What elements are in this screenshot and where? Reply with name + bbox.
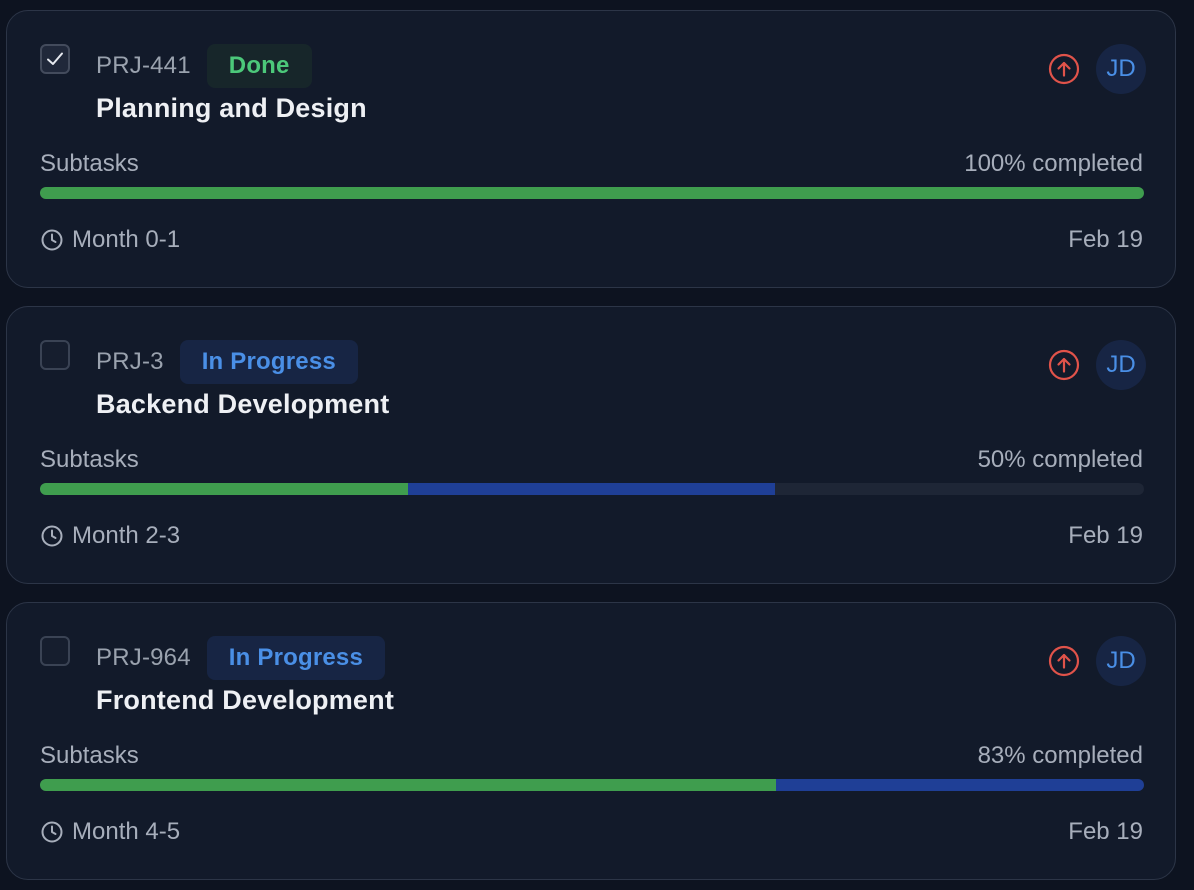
arrow-up-circle-icon[interactable] bbox=[1047, 644, 1081, 678]
progress-in-progress-segment bbox=[407, 483, 776, 495]
task-date: Feb 19 bbox=[1068, 522, 1143, 549]
task-card[interactable]: PRJ-964 In Progress Frontend Development… bbox=[6, 602, 1176, 880]
subtasks-label: Subtasks bbox=[40, 742, 139, 769]
task-meta: PRJ-3 In Progress bbox=[96, 340, 358, 384]
task-meta: PRJ-964 In Progress bbox=[96, 636, 386, 680]
completion-text: 100% completed bbox=[964, 150, 1143, 177]
progress-done-segment bbox=[40, 779, 777, 791]
completion-text: 83% completed bbox=[977, 742, 1143, 769]
arrow-up-circle-icon[interactable] bbox=[1047, 348, 1081, 382]
status-badge[interactable]: In Progress bbox=[206, 636, 386, 680]
subtasks-progress-bar bbox=[40, 187, 1144, 199]
subtasks-label: Subtasks bbox=[40, 446, 139, 473]
task-checkbox[interactable] bbox=[40, 340, 70, 370]
assignee-avatar[interactable]: JD bbox=[1096, 340, 1146, 390]
task-meta: PRJ-441 Done bbox=[96, 44, 312, 88]
task-checkbox[interactable] bbox=[40, 636, 70, 666]
clock-icon bbox=[41, 229, 63, 251]
completion-text: 50% completed bbox=[977, 446, 1143, 473]
task-date: Feb 19 bbox=[1068, 226, 1143, 253]
checkmark-icon bbox=[47, 52, 63, 65]
task-title[interactable]: Frontend Development bbox=[96, 685, 395, 715]
progress-in-progress-segment bbox=[776, 779, 1144, 791]
task-period: Month 2-3 bbox=[40, 521, 180, 551]
assignee-avatar[interactable]: JD bbox=[1096, 44, 1146, 94]
clock-icon bbox=[41, 821, 63, 843]
subtasks-progress-bar bbox=[40, 779, 1144, 791]
task-key: PRJ-964 bbox=[96, 644, 191, 671]
task-period: Month 4-5 bbox=[40, 817, 180, 847]
status-badge[interactable]: In Progress bbox=[179, 340, 358, 384]
progress-done-segment bbox=[40, 187, 1144, 199]
task-card[interactable]: PRJ-3 In Progress Backend Development JD… bbox=[6, 306, 1176, 584]
task-date: Feb 19 bbox=[1068, 818, 1143, 845]
task-title[interactable]: Planning and Design bbox=[96, 93, 367, 123]
progress-done-segment bbox=[40, 483, 408, 495]
task-title[interactable]: Backend Development bbox=[96, 389, 390, 419]
task-key: PRJ-441 bbox=[96, 52, 191, 79]
period-text: Month 4-5 bbox=[72, 818, 181, 845]
clock-icon bbox=[41, 525, 63, 547]
arrow-up-circle-icon[interactable] bbox=[1047, 52, 1081, 86]
task-period: Month 0-1 bbox=[40, 225, 180, 255]
subtasks-label: Subtasks bbox=[40, 150, 139, 177]
subtasks-progress-bar bbox=[40, 483, 1144, 495]
period-text: Month 0-1 bbox=[72, 226, 181, 253]
task-key: PRJ-3 bbox=[96, 348, 164, 375]
assignee-avatar[interactable]: JD bbox=[1096, 636, 1146, 686]
task-card[interactable]: PRJ-441 Done Planning and Design JD Subt… bbox=[6, 10, 1176, 288]
task-checkbox[interactable] bbox=[40, 44, 70, 74]
status-badge[interactable]: Done bbox=[206, 44, 312, 88]
period-text: Month 2-3 bbox=[72, 522, 181, 549]
